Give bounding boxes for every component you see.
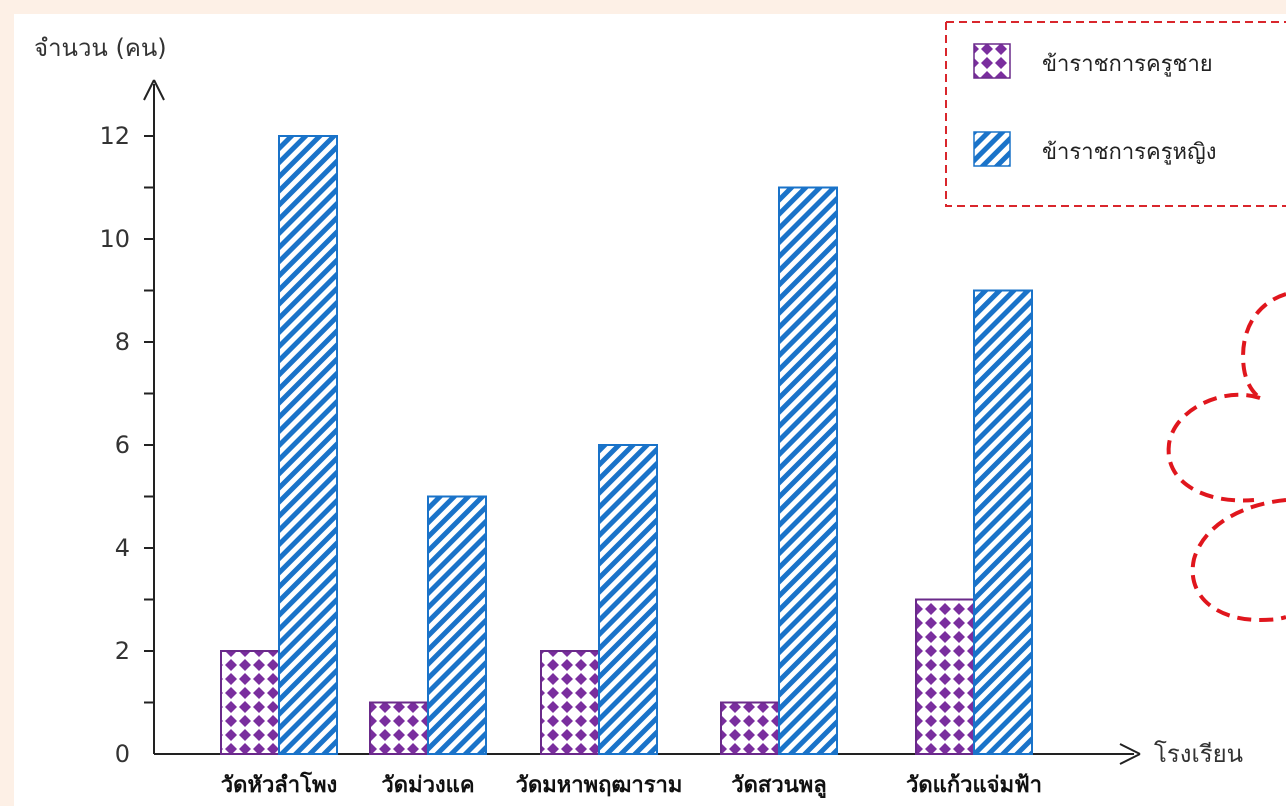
- legend-label-male: ข้าราชการครูชาย: [1042, 52, 1213, 77]
- bar-male: [540, 650, 600, 755]
- bar-female: [778, 186, 838, 755]
- bar-male: [220, 650, 280, 755]
- bars: [220, 135, 1033, 755]
- bar-male: [369, 701, 429, 755]
- y-axis-arrow: [143, 79, 165, 101]
- y-tick-label: 4: [115, 534, 130, 562]
- category-label: วัดหัวลำโพง: [221, 771, 337, 798]
- x-axis-arrow: [1119, 743, 1141, 765]
- bar-female: [973, 289, 1033, 755]
- y-tick-label: 12: [99, 122, 130, 150]
- category-label: วัดแก้วแจ่มฟ้า: [906, 773, 1042, 798]
- x-axis-title: โรงเรียน: [1154, 740, 1243, 768]
- bar-chart: จำนวน (คน) โรงเรียน 0 2 4 6 8 10 12 วัดหัวลำโพ…: [34, 21, 1286, 799]
- bar-female: [278, 135, 338, 755]
- y-tick-label: 2: [115, 637, 130, 665]
- legend-label-female: ข้าราชการครูหญิง: [1042, 140, 1217, 165]
- bar-male: [720, 701, 780, 755]
- chart-canvas: จำนวน (คน) โรงเรียน 0 2 4 6 8 10 12 วัดหัวลำโพ…: [14, 14, 1286, 806]
- y-tick-label: 10: [99, 225, 130, 253]
- legend-swatch-female: [973, 131, 1011, 167]
- decorative-cloud: [1166, 292, 1286, 623]
- category-label: วัดมหาพฤฒาราม: [516, 773, 683, 798]
- y-tick-label: 0: [115, 740, 130, 768]
- category-labels: วัดหัวลำโพง วัดม่วงแค วัดมหาพฤฒาราม วัดสวนพ…: [221, 771, 1042, 799]
- y-ticks: 0 2 4 6 8 10 12: [99, 122, 154, 768]
- legend: ข้าราชการครูชาย ข้าราชการครูหญิง: [945, 21, 1286, 207]
- category-label: วัดสวนพลู: [731, 773, 826, 799]
- y-axis-title: จำนวน (คน): [34, 34, 167, 62]
- y-tick-label: 6: [115, 431, 130, 459]
- legend-swatch-male: [973, 43, 1011, 79]
- y-tick-label: 8: [115, 328, 130, 356]
- bar-female: [427, 495, 487, 755]
- category-label: วัดม่วงแค: [381, 773, 474, 798]
- bar-female: [598, 444, 658, 755]
- legend-border: [945, 21, 1286, 207]
- bar-male: [915, 598, 975, 755]
